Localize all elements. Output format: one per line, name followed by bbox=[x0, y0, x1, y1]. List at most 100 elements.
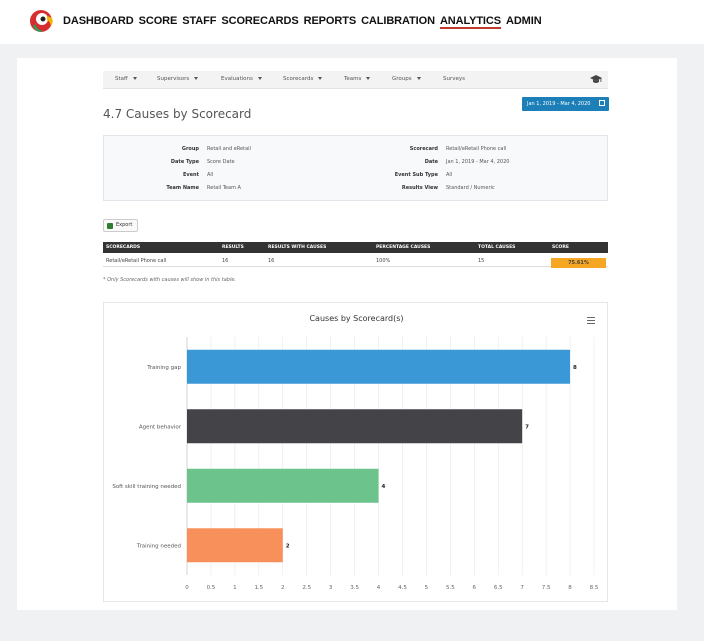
filter-label-date-type: Date Type bbox=[170, 159, 199, 165]
chart-menu-icon[interactable] bbox=[587, 317, 595, 324]
filter-summary: Group Retail and eRetail Date Type Score Da… bbox=[103, 135, 608, 201]
export-label: Export bbox=[116, 222, 133, 228]
external-link-icon bbox=[599, 100, 605, 106]
x-tick-label: 5.5 bbox=[446, 585, 455, 591]
filter-value-scorecard: Retail/eRetail Phone call bbox=[446, 146, 507, 152]
x-tick-label: 0 bbox=[185, 585, 189, 591]
filter-value-group: Retail and eRetail bbox=[207, 146, 251, 152]
subnav-label: Groups bbox=[392, 76, 412, 82]
export-button[interactable]: Export bbox=[103, 219, 138, 232]
nav-item-analytics[interactable]: ANALYTICS bbox=[439, 15, 501, 29]
nav-item-reports[interactable]: REPORTS bbox=[303, 15, 357, 27]
nav-item-score[interactable]: SCORE bbox=[138, 15, 178, 27]
nav-item-admin[interactable]: ADMIN bbox=[505, 15, 542, 27]
bar-soft-skill-training-needed[interactable] bbox=[187, 468, 379, 503]
x-tick-label: 1.5 bbox=[254, 585, 263, 591]
category-label: Agent behavior bbox=[139, 424, 182, 430]
column-header-percentage-causes: PERCENTAGE CAUSES bbox=[376, 245, 431, 250]
x-tick-label: 2 bbox=[281, 585, 285, 591]
data-label: 8 bbox=[573, 365, 577, 371]
x-tick-label: 3.5 bbox=[350, 585, 359, 591]
nav-item-dashboard[interactable]: DASHBOARD bbox=[63, 15, 134, 27]
subnav-item-supervisors[interactable]: Supervisors bbox=[157, 76, 199, 82]
excel-icon bbox=[107, 223, 113, 229]
x-tick-label: 6 bbox=[473, 585, 477, 591]
caret-down-icon bbox=[257, 77, 262, 80]
category-label: Training gap bbox=[146, 365, 181, 371]
x-tick-label: 2.5 bbox=[302, 585, 311, 591]
table-footnote: * Only Scorecards with causes will show … bbox=[103, 277, 237, 283]
x-tick-label: 0.5 bbox=[207, 585, 216, 591]
data-label: 2 bbox=[286, 543, 290, 549]
bar-training-gap[interactable] bbox=[187, 349, 571, 384]
graduation-cap-icon[interactable] bbox=[590, 75, 602, 84]
filter-value-results-view: Standard / Numeric bbox=[446, 185, 495, 191]
filter-label-team-name: Team Name bbox=[166, 185, 199, 191]
main-nav: DASHBOARD SCORE STAFF SCORECARDS REPORTS CALI… bbox=[63, 15, 547, 29]
page-title: 4.7 Causes by Scorecard bbox=[103, 107, 252, 121]
data-label: 4 bbox=[382, 484, 386, 490]
table-cell-percentage-causes: 100% bbox=[376, 258, 391, 264]
filter-label-event-sub-type: Event Sub Type bbox=[394, 172, 438, 178]
subnav-item-teams[interactable]: Teams bbox=[344, 76, 371, 82]
table-cell-results: 16 bbox=[222, 258, 229, 264]
filter-value-event-sub-type: All bbox=[446, 172, 453, 178]
column-header-scorecards: SCORECARDS bbox=[106, 245, 141, 250]
x-tick-label: 6.5 bbox=[494, 585, 503, 591]
filter-value-date: Jan 1, 2019 - Mar 4, 2020 bbox=[446, 159, 510, 165]
filter-value-event: All bbox=[207, 172, 214, 178]
table-cell-results-with-causes: 16 bbox=[268, 258, 275, 264]
date-range-button[interactable]: Jan 1, 2019 - Mar 4, 2020 bbox=[522, 97, 609, 111]
subnav-label: Surveys bbox=[443, 76, 465, 82]
filter-value-team-name: Retail Team A bbox=[207, 185, 241, 191]
bar-chart: 0 0.5 1 1.5 2 2.5 3 3.5 4 4.5 5 5.5 6 6.5 7 7.5 8 8.5 Trai… bbox=[112, 337, 599, 591]
parrot-logo-icon[interactable] bbox=[29, 8, 57, 34]
x-tick-label: 8 bbox=[568, 585, 572, 591]
score-badge: 75.61% bbox=[551, 258, 606, 268]
nav-item-staff[interactable]: STAFF bbox=[182, 15, 217, 27]
filter-label-event: Event bbox=[182, 172, 199, 178]
filter-label-group: Group bbox=[181, 146, 199, 152]
caret-down-icon bbox=[366, 77, 371, 80]
table-header: SCORECARDS RESULTS RESULTS WITH CAUSES PERC… bbox=[103, 242, 608, 253]
subnav-label: Staff bbox=[115, 76, 128, 82]
x-tick-label: 4.5 bbox=[398, 585, 407, 591]
x-tick-label: 5 bbox=[425, 585, 429, 591]
chart-container: Causes by Scorecard(s) 0 0.5 1 1.5 2 2.5 3 3.5 4… bbox=[103, 302, 608, 602]
x-tick-label: 7.5 bbox=[542, 585, 551, 591]
column-header-results-with-causes: RESULTS WITH CAUSES bbox=[268, 245, 327, 250]
subnav-label: Scorecards bbox=[283, 76, 314, 82]
filter-value-date-type: Score Date bbox=[207, 159, 235, 165]
top-navigation: DASHBOARD SCORE STAFF SCORECARDS REPORTS CALI… bbox=[0, 0, 704, 44]
subnav-item-staff[interactable]: Staff bbox=[115, 76, 137, 82]
table-cell-scorecards: Retail/eRetail Phone call bbox=[106, 258, 167, 264]
subnav-item-scorecards[interactable]: Scorecards bbox=[283, 76, 323, 82]
x-tick-label: 4 bbox=[377, 585, 381, 591]
caret-down-icon bbox=[194, 77, 199, 80]
nav-item-scorecards[interactable]: SCORECARDS bbox=[221, 15, 299, 27]
data-label: 7 bbox=[525, 424, 529, 430]
subnav-item-groups[interactable]: Groups bbox=[392, 76, 421, 82]
caret-down-icon bbox=[132, 77, 137, 80]
category-label: Training needed bbox=[136, 543, 181, 549]
x-tick-label: 8.5 bbox=[590, 585, 599, 591]
caret-down-icon bbox=[416, 77, 421, 80]
chart-title: Causes by Scorecard(s) bbox=[309, 314, 404, 323]
bar-training-needed[interactable] bbox=[187, 528, 283, 563]
x-tick-label: 7 bbox=[520, 585, 524, 591]
column-header-score: SCORE bbox=[552, 245, 569, 250]
subnav-item-surveys[interactable]: Surveys bbox=[443, 76, 465, 82]
filter-label-scorecard: Scorecard bbox=[409, 146, 438, 152]
subnav-item-evaluations[interactable]: Evaluations bbox=[221, 76, 262, 82]
table-cell-total-causes: 15 bbox=[478, 258, 485, 264]
caret-down-icon bbox=[318, 77, 323, 80]
sub-navigation: Staff Supervisors Evaluations Scorecards Tea… bbox=[103, 71, 608, 89]
table-row: Retail/eRetail Phone call 16 16 100% 15 75.61… bbox=[103, 254, 608, 268]
x-tick-label: 3 bbox=[329, 585, 333, 591]
nav-item-calibration[interactable]: CALIBRATION bbox=[361, 15, 435, 27]
x-tick-label: 1 bbox=[233, 585, 237, 591]
subnav-label: Supervisors bbox=[157, 76, 190, 82]
subnav-label: Evaluations bbox=[221, 76, 253, 82]
filter-label-results-view: Results View bbox=[401, 185, 438, 191]
bar-agent-behavior[interactable] bbox=[187, 409, 523, 444]
